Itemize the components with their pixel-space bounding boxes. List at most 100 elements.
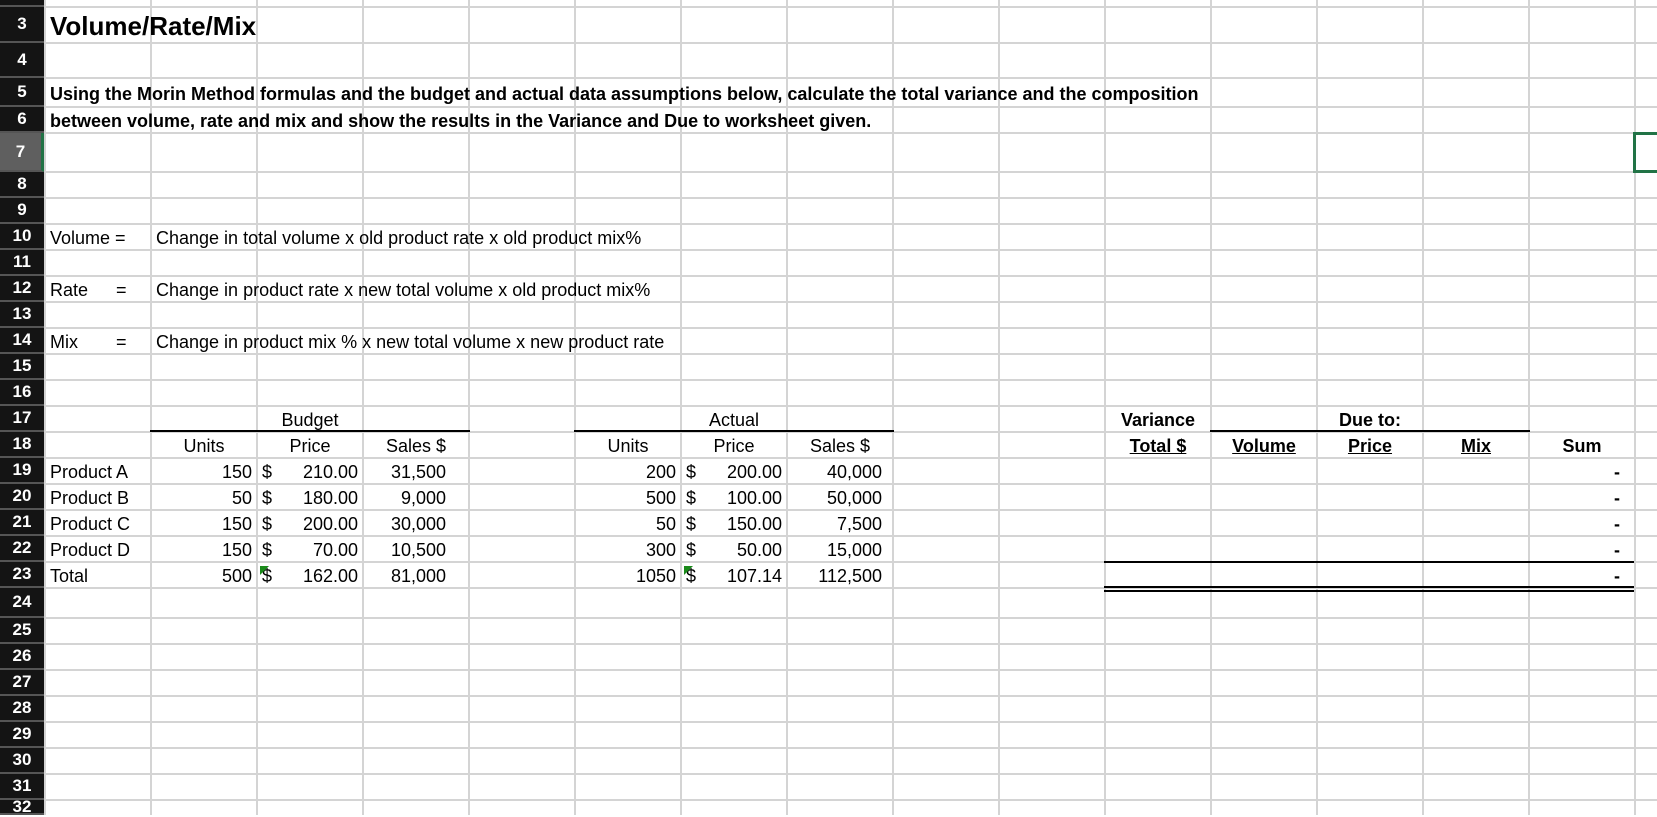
budget-col-price: Price <box>289 436 331 456</box>
amount: 150.00 <box>726 514 782 534</box>
row-header-32[interactable]: 32 <box>0 797 44 816</box>
gridline-vertical <box>1634 0 1636 815</box>
row-header-5[interactable]: 5 <box>0 78 44 107</box>
budget-units[interactable]: 500 <box>221 566 252 586</box>
row-header-28[interactable]: 28 <box>0 696 44 722</box>
row-header-26[interactable]: 26 <box>0 644 44 670</box>
sum-total[interactable]: - <box>1614 566 1620 586</box>
budget-sales[interactable]: 81,000 <box>390 566 446 586</box>
actual-header-underline <box>574 430 894 432</box>
budget-header: Budget <box>281 410 339 430</box>
amount: 162.00 <box>302 566 358 586</box>
formula-eq-mix: = <box>116 332 127 352</box>
currency-symbol: $ <box>262 488 273 508</box>
row-header-11[interactable]: 11 <box>0 250 44 276</box>
row-header-10[interactable]: 10 <box>0 224 44 250</box>
row-header-27[interactable]: 27 <box>0 670 44 696</box>
actual-sales[interactable]: 112,500 <box>818 566 882 586</box>
formula-text-rate: Change in product rate x new total volum… <box>156 280 651 300</box>
row-header-4[interactable]: 4 <box>0 43 44 78</box>
gridline-horizontal <box>44 617 1657 619</box>
actual-price[interactable]: $50.00 <box>682 538 786 562</box>
actual-price[interactable]: $200.00 <box>682 460 786 484</box>
gridline-horizontal <box>44 249 1657 251</box>
gridline-horizontal <box>44 197 1657 199</box>
row-header-30[interactable]: 30 <box>0 748 44 774</box>
row-header-6[interactable]: 6 <box>0 107 44 133</box>
actual-header: Actual <box>708 410 760 430</box>
row-header-9[interactable]: 9 <box>0 198 44 224</box>
actual-units[interactable]: 200 <box>645 462 676 482</box>
currency-symbol: $ <box>686 514 697 534</box>
gridline-horizontal <box>44 327 1657 329</box>
budget-price[interactable]: $70.00 <box>258 538 362 562</box>
total-double-border-1 <box>1104 586 1634 588</box>
formula-warning-indicator[interactable] <box>684 566 693 575</box>
actual-price[interactable]: $100.00 <box>682 486 786 510</box>
row-header-25[interactable]: 25 <box>0 618 44 644</box>
sum-product-d[interactable]: - <box>1614 540 1620 560</box>
budget-sales[interactable]: 10,500 <box>390 540 446 560</box>
budget-sales[interactable]: 30,000 <box>390 514 446 534</box>
row-header-16[interactable]: 16 <box>0 380 44 406</box>
row-header-14[interactable]: 14 <box>0 328 44 354</box>
due-to-header: Due to: <box>1339 410 1401 430</box>
row-header-19[interactable]: 19 <box>0 458 44 484</box>
row-header-15[interactable]: 15 <box>0 354 44 380</box>
row-header-29[interactable]: 29 <box>0 722 44 748</box>
currency-symbol: $ <box>686 488 697 508</box>
currency-symbol: $ <box>262 540 273 560</box>
budget-sales[interactable]: 31,500 <box>390 462 446 482</box>
formula-text-mix: Change in product mix % x new total volu… <box>156 332 665 352</box>
gridline-horizontal <box>44 643 1657 645</box>
sum-product-b[interactable]: - <box>1614 488 1620 508</box>
row-header-3[interactable]: 3 <box>0 7 44 43</box>
row-header-8[interactable]: 8 <box>0 172 44 198</box>
gridline-horizontal <box>44 301 1657 303</box>
row-header-22[interactable]: 22 <box>0 536 44 562</box>
actual-units[interactable]: 50 <box>655 514 676 534</box>
gridline-horizontal <box>44 379 1657 381</box>
row-header-24[interactable]: 24 <box>0 588 44 618</box>
row-header-23[interactable]: 23 <box>0 562 44 588</box>
sum-product-c[interactable]: - <box>1614 514 1620 534</box>
budget-price[interactable]: $200.00 <box>258 512 362 536</box>
budget-units[interactable]: 150 <box>221 540 252 560</box>
selected-cell[interactable] <box>1633 132 1657 173</box>
actual-price[interactable]: $150.00 <box>682 512 786 536</box>
budget-units[interactable]: 150 <box>221 514 252 534</box>
row-header-7[interactable]: 7 <box>0 133 44 172</box>
row-header-17[interactable]: 17 <box>0 406 44 432</box>
actual-units[interactable]: 300 <box>645 540 676 560</box>
row-header-12[interactable]: 12 <box>0 276 44 302</box>
actual-sales[interactable]: 7,500 <box>836 514 882 534</box>
gridline-horizontal <box>44 509 1657 511</box>
row-header-13[interactable]: 13 <box>0 302 44 328</box>
actual-sales[interactable]: 40,000 <box>826 462 882 482</box>
formula-warning-indicator[interactable] <box>260 566 269 575</box>
budget-col-sales: Sales $ <box>385 436 447 456</box>
currency-symbol: $ <box>262 514 273 534</box>
actual-price[interactable]: $107.14 <box>682 564 786 588</box>
sum-product-a[interactable]: - <box>1614 462 1620 482</box>
row-header-20[interactable]: 20 <box>0 484 44 510</box>
budget-price[interactable]: $210.00 <box>258 460 362 484</box>
budget-sales[interactable]: 9,000 <box>400 488 446 508</box>
actual-sales[interactable]: 50,000 <box>826 488 882 508</box>
budget-units[interactable]: 50 <box>231 488 252 508</box>
gridline-horizontal <box>44 223 1657 225</box>
row-header-18[interactable]: 18 <box>0 432 44 458</box>
actual-units[interactable]: 500 <box>645 488 676 508</box>
budget-units[interactable]: 150 <box>221 462 252 482</box>
row-header-31[interactable]: 31 <box>0 774 44 800</box>
budget-price[interactable]: $162.00 <box>258 564 362 588</box>
gridline-horizontal <box>44 457 1657 459</box>
gridline-horizontal <box>44 106 1657 108</box>
instructions-line-2: between volume, rate and mix and show th… <box>50 111 872 131</box>
gridline-horizontal <box>44 171 1657 173</box>
actual-units[interactable]: 1050 <box>635 566 676 586</box>
gridline-horizontal <box>44 799 1657 801</box>
row-header-21[interactable]: 21 <box>0 510 44 536</box>
actual-sales[interactable]: 15,000 <box>826 540 882 560</box>
budget-price[interactable]: $180.00 <box>258 486 362 510</box>
